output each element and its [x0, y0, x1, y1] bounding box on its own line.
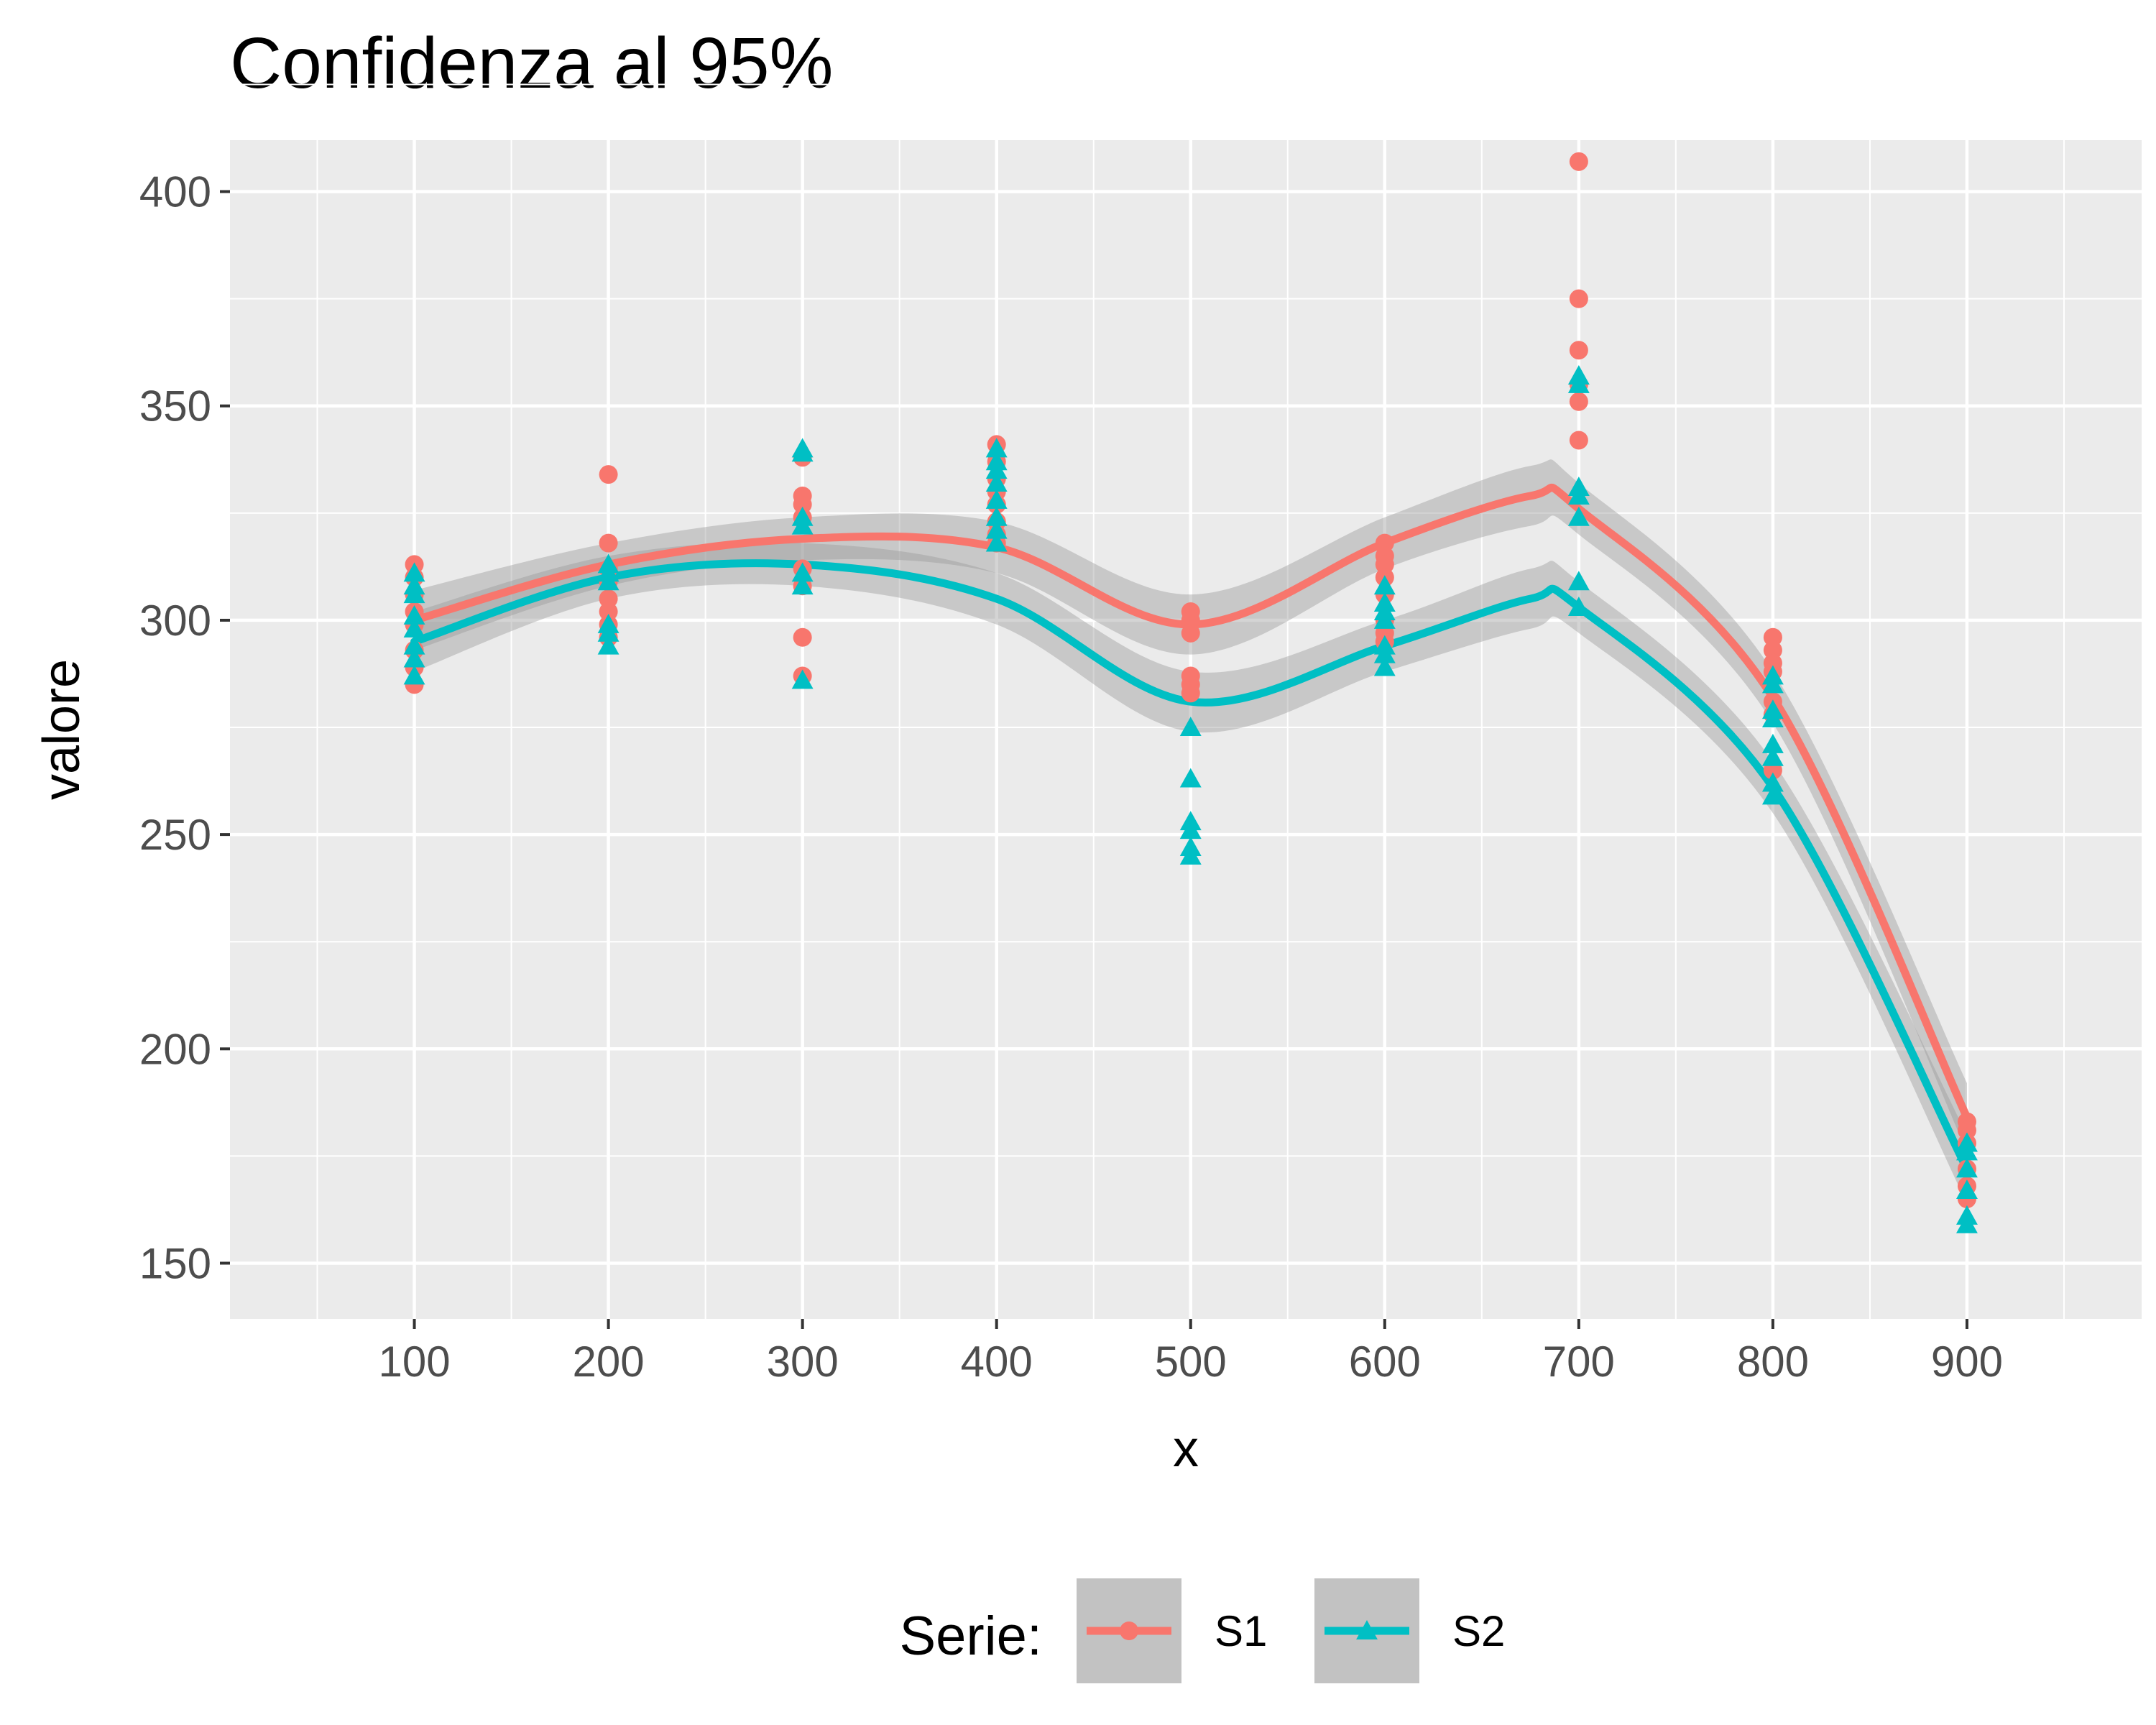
- data-point-s2: [1179, 819, 1202, 840]
- data-point-s2: [1956, 1141, 1978, 1161]
- data-point-s1: [1957, 1121, 1976, 1140]
- data-point-s2: [1956, 1213, 1978, 1233]
- legend-key-marker-s1: [1120, 1622, 1138, 1640]
- fit-line-s1: [410, 483, 1971, 1122]
- data-point-s1: [1763, 627, 1782, 647]
- data-point-s2: [1179, 768, 1202, 788]
- data-point-s2: [1373, 575, 1396, 595]
- data-point-s2: [1761, 708, 1784, 728]
- data-point-s2: [1373, 656, 1396, 676]
- x-tick-label: 600: [1349, 1338, 1421, 1386]
- data-point-s2: [403, 605, 425, 625]
- fit-lines: [410, 483, 1971, 1173]
- data-point-s1: [599, 589, 618, 609]
- data-point-s2: [791, 669, 814, 689]
- data-point-s2: [1761, 772, 1784, 792]
- data-point-s1: [1569, 341, 1588, 360]
- data-point-s2: [403, 635, 425, 655]
- data-point-s1: [1569, 289, 1588, 308]
- data-point-s2: [985, 438, 1008, 458]
- data-point-s2: [597, 635, 619, 655]
- x-tick-label: 800: [1737, 1338, 1809, 1386]
- data-point-s2: [985, 506, 1008, 526]
- data-point-s2: [1179, 845, 1202, 865]
- data-point-s2: [1373, 643, 1396, 663]
- data-point-s1: [793, 627, 812, 647]
- x-tick-label: 100: [378, 1338, 450, 1386]
- legend: Serie: S1 S2: [899, 1578, 1505, 1683]
- data-point-s1: [1569, 152, 1588, 171]
- data-point-s2: [1567, 373, 1590, 393]
- data-point-s2: [1761, 673, 1784, 694]
- data-point-s1: [599, 465, 618, 484]
- data-point-s2: [597, 622, 619, 642]
- data-point-s2: [791, 562, 814, 582]
- data-point-s2: [403, 562, 425, 582]
- data-point-s1: [1181, 684, 1200, 703]
- data-point-s2: [985, 472, 1008, 492]
- x-tick-label: 300: [767, 1338, 839, 1386]
- x-tick-label: 200: [573, 1338, 645, 1386]
- x-tick-label: 500: [1155, 1338, 1227, 1386]
- legend-label-s2: S2: [1452, 1607, 1505, 1655]
- data-point-s1: [793, 494, 812, 514]
- data-point-s2: [1179, 717, 1202, 736]
- data-point-s2: [1567, 485, 1590, 505]
- data-point-s2: [1956, 1158, 1978, 1178]
- data-point-s2: [1761, 746, 1784, 766]
- data-point-s1: [1375, 555, 1394, 574]
- data-point-s2: [791, 515, 814, 535]
- data-point-s1: [599, 533, 618, 553]
- data-point-s2: [1567, 506, 1590, 526]
- data-point-s2: [791, 442, 814, 462]
- data-point-s1: [1181, 610, 1200, 630]
- confidence-ribbon-s1: [414, 459, 1967, 1152]
- x-tick-label: 900: [1931, 1338, 2003, 1386]
- data-point-s2: [985, 459, 1008, 479]
- y-tick-label: 400: [139, 168, 211, 216]
- data-point-s2: [1761, 785, 1784, 805]
- y-axis: 150 200 250 300 350 400: [139, 168, 230, 1287]
- data-point-s1: [1375, 533, 1394, 553]
- data-point-s2: [403, 648, 425, 668]
- data-point-s2: [1761, 733, 1784, 753]
- data-point-s2: [403, 617, 425, 638]
- fit-line-s2: [410, 559, 1971, 1173]
- data-point-s1: [1569, 431, 1588, 450]
- data-point-s1: [1763, 640, 1782, 660]
- data-points: [403, 152, 1978, 1233]
- y-tick-label: 150: [139, 1239, 211, 1287]
- data-point-s2: [1567, 571, 1590, 591]
- chart-title: Confidenza al 95%: [230, 23, 833, 104]
- data-point-s2: [985, 519, 1008, 539]
- data-point-s1: [599, 602, 618, 621]
- legend-label-s1: S1: [1215, 1607, 1267, 1655]
- data-point-s1: [1569, 392, 1588, 411]
- y-tick-label: 350: [139, 382, 211, 431]
- data-point-s2: [791, 575, 814, 595]
- y-axis-title: valore: [33, 659, 91, 800]
- data-point-s2: [985, 489, 1008, 509]
- data-point-s2: [1956, 1179, 1978, 1200]
- data-point-s2: [403, 665, 425, 685]
- data-point-s1: [1181, 623, 1200, 643]
- legend-title: Serie:: [899, 1606, 1042, 1667]
- y-tick-label: 300: [139, 597, 211, 645]
- x-tick-label: 400: [961, 1338, 1033, 1386]
- data-point-s2: [597, 571, 619, 591]
- x-axis: 100 200 300 400 500 600 700 800 900: [378, 1319, 2003, 1386]
- data-point-s2: [1567, 597, 1590, 616]
- x-tick-label: 700: [1543, 1338, 1615, 1386]
- y-tick-label: 250: [139, 811, 211, 859]
- x-axis-title: x: [1173, 1420, 1199, 1478]
- legend-key-marker-s2: [1356, 1620, 1378, 1639]
- data-point-s2: [403, 584, 425, 604]
- data-point-s2: [1373, 609, 1396, 629]
- y-tick-label: 200: [139, 1025, 211, 1073]
- data-point-s2: [985, 532, 1008, 552]
